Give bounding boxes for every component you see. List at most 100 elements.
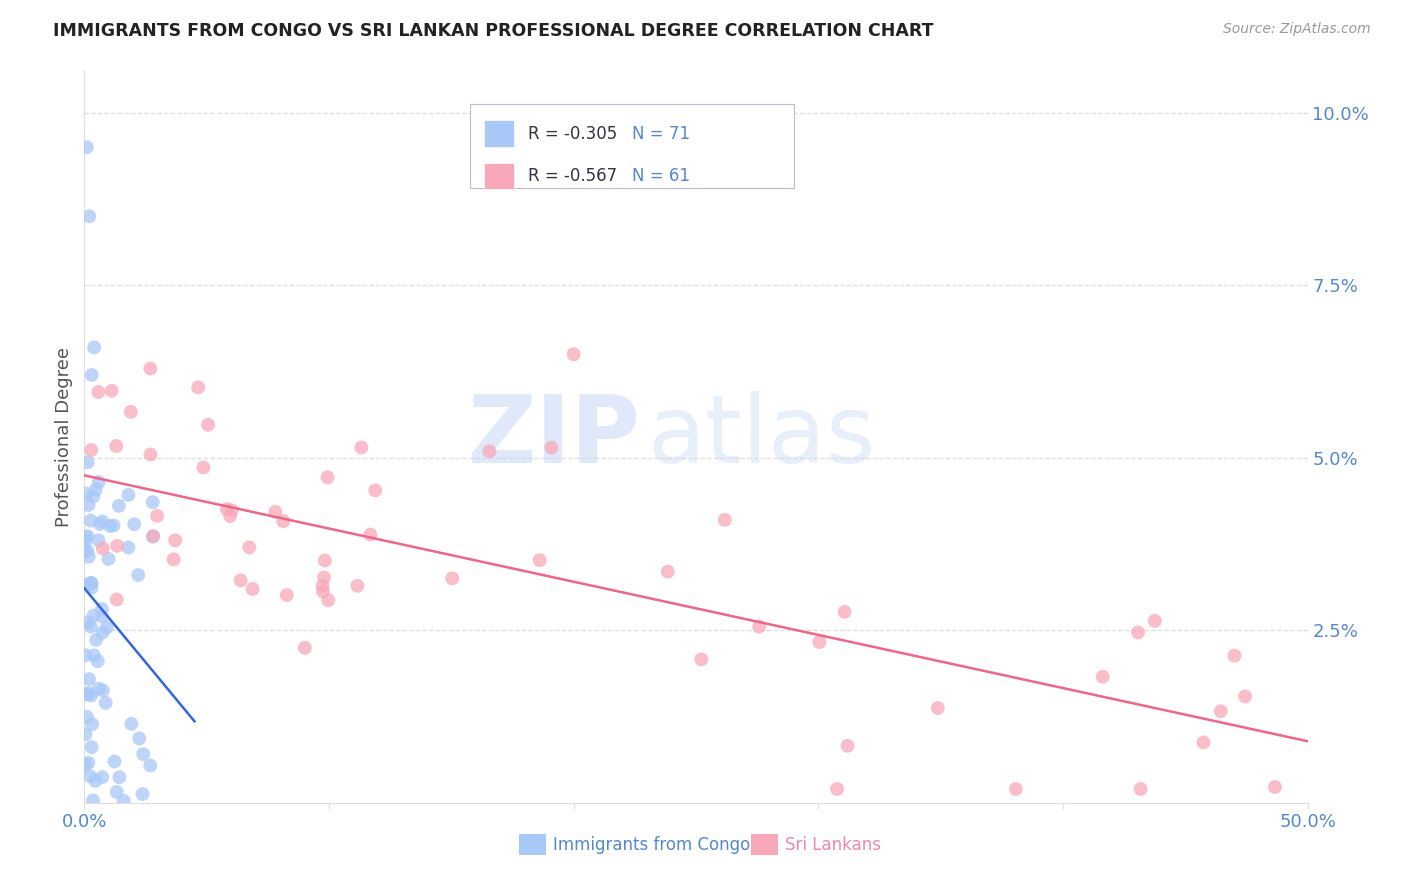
Point: [80, 740, 103, 755]
Text: R = -0.567: R = -0.567: [529, 167, 617, 185]
Point: [98, 519, 121, 533]
Text: atlas: atlas: [647, 391, 876, 483]
Point: [197, 417, 219, 432]
Point: [108, 499, 131, 513]
Point: [91, 683, 114, 698]
Point: [105, 592, 128, 607]
Point: [229, 574, 252, 588]
Point: [89, 516, 111, 531]
Point: [80, 581, 103, 595]
Point: [83, 340, 105, 354]
Text: Source: ZipAtlas.com: Source: ZipAtlas.com: [1223, 22, 1371, 37]
Point: [122, 517, 145, 532]
Text: Sri Lankans: Sri Lankans: [786, 836, 882, 855]
Point: [1126, 625, 1149, 640]
Point: [77, 209, 100, 223]
Point: [142, 495, 165, 509]
Point: [75, 486, 97, 500]
Point: [142, 530, 165, 544]
Point: [105, 539, 128, 553]
Point: [80, 443, 103, 458]
Point: [77, 672, 100, 686]
Point: [87, 384, 110, 399]
Text: R = -0.305: R = -0.305: [529, 125, 617, 143]
Point: [117, 541, 139, 555]
Point: [316, 470, 339, 484]
Point: [187, 380, 209, 394]
Point: [346, 579, 368, 593]
Text: Immigrants from Congo: Immigrants from Congo: [553, 836, 751, 855]
Y-axis label: Professional Degree: Professional Degree: [55, 347, 73, 527]
Point: [808, 635, 831, 649]
Point: [837, 739, 859, 753]
Bar: [519, 833, 546, 855]
Point: [1234, 690, 1257, 704]
Bar: [751, 833, 778, 855]
Point: [80, 689, 103, 703]
Point: [314, 553, 336, 567]
Point: [364, 483, 387, 498]
Point: [117, 488, 139, 502]
Point: [97, 552, 120, 566]
Point: [142, 529, 165, 543]
Point: [108, 770, 131, 784]
Point: [219, 509, 242, 524]
Point: [193, 460, 215, 475]
Point: [91, 770, 114, 784]
Bar: [484, 163, 513, 189]
Point: [311, 579, 333, 593]
Point: [127, 568, 149, 582]
Point: [80, 368, 103, 382]
Bar: [484, 120, 513, 146]
Text: N = 61: N = 61: [633, 167, 690, 185]
Point: [1091, 670, 1114, 684]
Point: [79, 514, 101, 528]
Point: [242, 582, 264, 596]
Point: [139, 448, 162, 462]
Point: [221, 503, 243, 517]
Point: [162, 552, 184, 566]
Point: [91, 609, 114, 624]
Point: [75, 757, 97, 772]
Point: [90, 602, 112, 616]
Point: [238, 541, 260, 555]
Text: IMMIGRANTS FROM CONGO VS SRI LANKAN PROFESSIONAL DEGREE CORRELATION CHART: IMMIGRANTS FROM CONGO VS SRI LANKAN PROF…: [53, 22, 934, 40]
Point: [350, 441, 373, 455]
Point: [834, 605, 856, 619]
Point: [312, 584, 335, 599]
Point: [76, 140, 98, 154]
Point: [1223, 648, 1246, 663]
Point: [276, 588, 298, 602]
Point: [478, 444, 501, 458]
Point: [1209, 704, 1232, 718]
Text: ZIP: ZIP: [468, 391, 641, 483]
Point: [84, 632, 107, 647]
Point: [825, 782, 848, 797]
Point: [91, 541, 114, 556]
Point: [77, 686, 100, 700]
Point: [441, 571, 464, 585]
Point: [132, 747, 155, 761]
Point: [87, 681, 110, 696]
Point: [84, 773, 107, 788]
Point: [264, 505, 287, 519]
Point: [1143, 614, 1166, 628]
Point: [146, 508, 169, 523]
Point: [84, 483, 107, 497]
Point: [103, 755, 125, 769]
FancyBboxPatch shape: [470, 104, 794, 188]
Point: [105, 785, 128, 799]
Point: [316, 593, 339, 607]
Point: [103, 518, 125, 533]
Point: [77, 498, 100, 512]
Point: [294, 640, 316, 655]
Point: [76, 710, 98, 724]
Point: [87, 533, 110, 548]
Point: [91, 625, 114, 640]
Point: [165, 533, 187, 548]
Point: [1264, 780, 1286, 794]
Point: [96, 620, 118, 634]
Point: [82, 490, 104, 504]
Point: [91, 515, 114, 529]
Point: [273, 514, 295, 528]
